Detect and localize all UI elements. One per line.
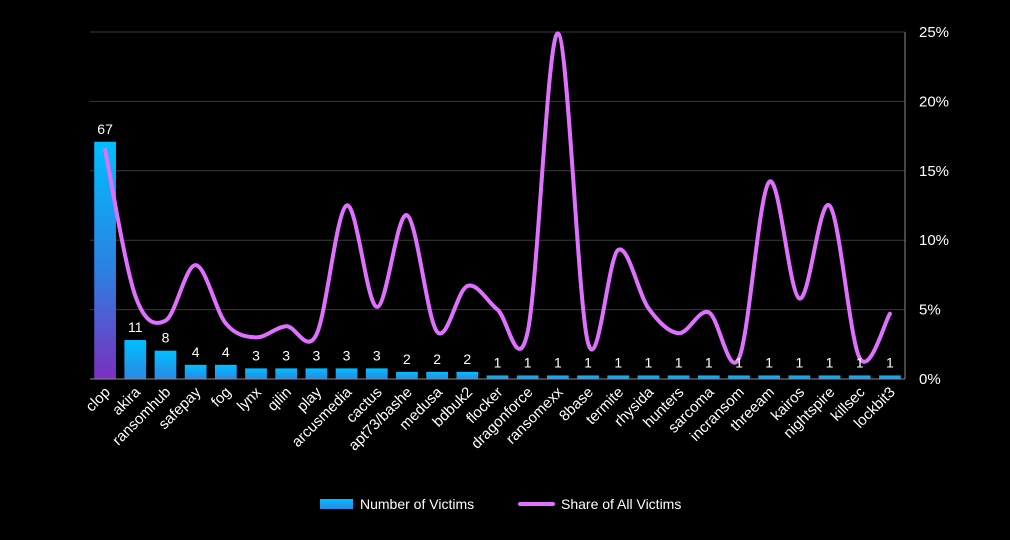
- bar: [728, 375, 750, 379]
- category-label: clop: [82, 384, 113, 415]
- bar-data-label: 3: [343, 347, 351, 363]
- legend: Number of Victims Share of All Victims: [320, 496, 681, 512]
- bar-data-label: 1: [524, 354, 532, 370]
- bar: [818, 375, 841, 379]
- bar: [396, 371, 418, 379]
- bar-data-label: 2: [433, 351, 441, 367]
- bar-data-label: 1: [826, 354, 834, 370]
- legend-line-label: Share of All Victims: [561, 496, 681, 512]
- bar: [94, 141, 116, 379]
- bar-data-label: 3: [312, 347, 320, 363]
- bar: [426, 371, 448, 379]
- bar: [184, 364, 207, 379]
- bar-data-label: 1: [765, 354, 773, 370]
- bar: [758, 375, 781, 379]
- bar-data-label: 3: [282, 347, 290, 363]
- bar: [848, 375, 871, 379]
- category-label: fog: [208, 384, 235, 411]
- bar-data-label: 1: [645, 354, 653, 370]
- share-line: [103, 31, 892, 365]
- category-label: qilin: [264, 384, 295, 415]
- bar-data-label: 1: [735, 354, 743, 370]
- bar: [275, 368, 298, 379]
- bar: [879, 375, 901, 379]
- bar-data-label: 1: [584, 354, 592, 370]
- bar-data-label: 2: [403, 351, 411, 367]
- legend-bar-label: Number of Victims: [360, 496, 474, 512]
- y2-tick-label: 0%: [919, 371, 941, 388]
- bar-data-label: 67: [97, 121, 113, 137]
- axes: 0%5%10%15%20%25%clopakiraransomhubsafepa…: [82, 24, 949, 454]
- bar-data-label: 8: [162, 330, 170, 346]
- bar: [365, 368, 388, 379]
- bar: [456, 371, 479, 379]
- bar-data-label: 1: [675, 354, 683, 370]
- bar: [547, 375, 569, 379]
- bar: [577, 375, 599, 379]
- bar: [637, 375, 660, 379]
- y2-tick-label: 5%: [919, 302, 941, 319]
- legend-bar-swatch: [320, 499, 353, 509]
- bar-data-label: 1: [705, 354, 713, 370]
- bar-data-label: 4: [192, 344, 200, 360]
- bar-data-label: 1: [856, 354, 864, 370]
- bar-data-label: 1: [614, 354, 622, 370]
- y2-tick-label: 10%: [919, 232, 949, 249]
- bar: [607, 375, 630, 379]
- bar-data-label: 2: [463, 351, 471, 367]
- bar: [245, 368, 267, 379]
- bar: [305, 368, 328, 379]
- bar-series: [94, 141, 901, 379]
- bar-data-label: 1: [494, 354, 502, 370]
- y2-tick-label: 25%: [919, 24, 949, 41]
- y2-tick-label: 20%: [919, 93, 949, 110]
- bar: [486, 375, 509, 379]
- bar: [335, 368, 358, 379]
- bar-data-label: 4: [222, 344, 230, 360]
- grid: [90, 31, 905, 311]
- bar: [788, 375, 811, 379]
- bar: [516, 375, 539, 379]
- bar: [124, 340, 147, 379]
- category-label: lynx: [234, 383, 265, 414]
- bar: [697, 375, 720, 379]
- bar-data-label: 1: [554, 354, 562, 370]
- bar-data-label: 3: [252, 347, 260, 363]
- bar-data-label: 11: [128, 319, 143, 335]
- bar-data-label: 3: [373, 347, 381, 363]
- bar: [154, 350, 177, 379]
- line-series: [103, 31, 892, 365]
- bar-data-label: 1: [886, 354, 894, 370]
- bar: [667, 375, 690, 379]
- bar-data-label: 1: [795, 354, 803, 370]
- bar: [214, 364, 237, 379]
- y2-tick-label: 15%: [919, 163, 949, 180]
